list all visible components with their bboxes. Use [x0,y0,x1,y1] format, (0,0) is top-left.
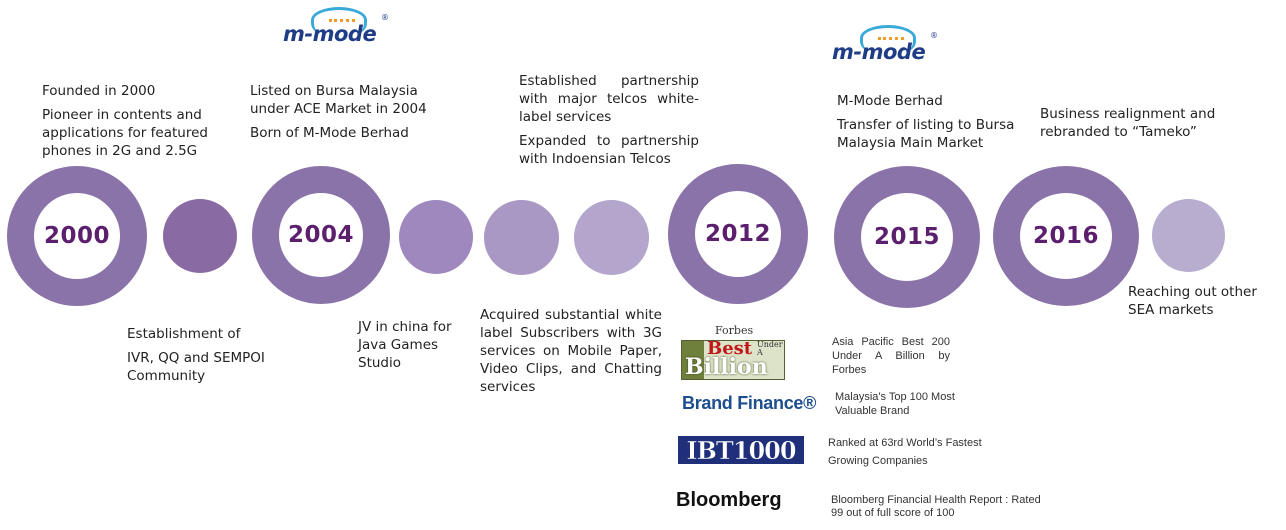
forbes-under-a: Under A [757,340,783,357]
award-brand-finance-text: Malaysia's Top 100 Most Valuable Brand [835,391,955,417]
milestone-line: Pioneer in contents and applications for… [42,107,208,159]
timeline-dot-5 [1152,199,1225,272]
ring-2015: 2015 [834,166,980,308]
forbes-best: Best [707,338,753,359]
ivr-text: Establishment of IVR, QQ and SEMPOI Comm… [127,325,292,391]
milestone-2016-text: Business realignment and rebranded to “T… [1040,105,1240,147]
milestone-line: Born of M-Mode Berhad [250,125,409,141]
milestone-line: Acquired substantial white label Subscri… [480,307,662,395]
timeline-dot-4 [574,200,649,275]
timeline-dot-2 [399,200,473,274]
award-ibt-text: Ranked at 63rd World’s Fastest Growing C… [828,437,982,467]
milestone-line: IVR, QQ and SEMPOI Community [127,350,265,384]
ring-2004: 2004 [252,166,390,304]
acquired-text: Acquired substantial white label Subscri… [480,306,662,402]
milestone-line: Listed on Bursa Malaysia under ACE Marke… [250,83,427,117]
year-label-2004: 2004 [287,222,354,248]
bloomberg-logo: Bloomberg [676,489,782,511]
m-mode-wordmark: m-mode [832,40,926,64]
ring-2012: 2012 [668,164,808,304]
year-label-2012: 2012 [704,221,771,247]
milestone-line: Transfer of listing to Bursa Malaysia Ma… [837,117,1015,151]
forbes-best-under-a-billion-logo: Forbes Best Under A Billion [681,324,785,380]
brand-finance-logo: Brand Finance® [682,393,817,413]
milestone-line: Founded in 2000 [42,83,156,99]
ring-2016: 2016 [993,166,1139,306]
m-mode-logo-2004: m-mode ® [283,7,393,51]
ibt1000-logo: IBT1000 [678,435,804,465]
milestone-line: Expanded to partnership with Indoensian … [519,133,699,167]
year-label-2016: 2016 [1032,223,1099,249]
milestone-2000-text: Founded in 2000 Pioneer in contents and … [42,82,242,166]
logo-swoosh [311,7,367,33]
milestone-line: Business realignment and rebranded to “T… [1040,106,1216,140]
year-label-2000: 2000 [43,223,110,249]
forbes-billion: Billion [685,354,768,380]
milestone-2015-text: M-Mode Berhad Transfer of listing to Bur… [837,92,1027,158]
timeline-dot-1 [163,199,237,273]
milestone-2004-text: Listed on Bursa Malaysia under ACE Marke… [250,82,455,148]
milestone-line: Reaching out other SEA markets [1128,284,1257,318]
logo-dots [329,19,355,28]
milestone-line: JV in china for Java Games Studio [358,319,452,371]
logo-swoosh [860,25,916,51]
ring-2000: 2000 [7,166,147,306]
forbes-wordmark: Forbes [715,324,754,337]
award-bloomberg-text: Bloomberg Financial Health Report : Rate… [831,494,1041,519]
registered-mark: ® [381,13,389,22]
ibt1000-wordmark: IBT1000 [686,435,797,465]
m-mode-wordmark: m-mode [283,22,377,46]
milestone-line: Establishment of [127,326,241,342]
m-mode-logo-2015: m-mode ® [832,25,942,69]
logo-dots [878,37,904,46]
registered-mark: ® [930,31,938,40]
milestone-line: M-Mode Berhad [837,93,943,109]
timeline-dot-3 [484,200,559,275]
milestone-2012-text: Established partnership with major telco… [519,72,699,174]
jv-text: JV in china for Java Games Studio [358,318,468,378]
award-forbes-text: Asia Pacific Best 200 Under A Billion by… [832,336,950,376]
milestone-line: Established partnership with major telco… [519,73,699,125]
year-label-2015: 2015 [873,224,940,250]
sea-text: Reaching out other SEA markets [1128,283,1268,325]
forbes-badge [681,340,785,380]
